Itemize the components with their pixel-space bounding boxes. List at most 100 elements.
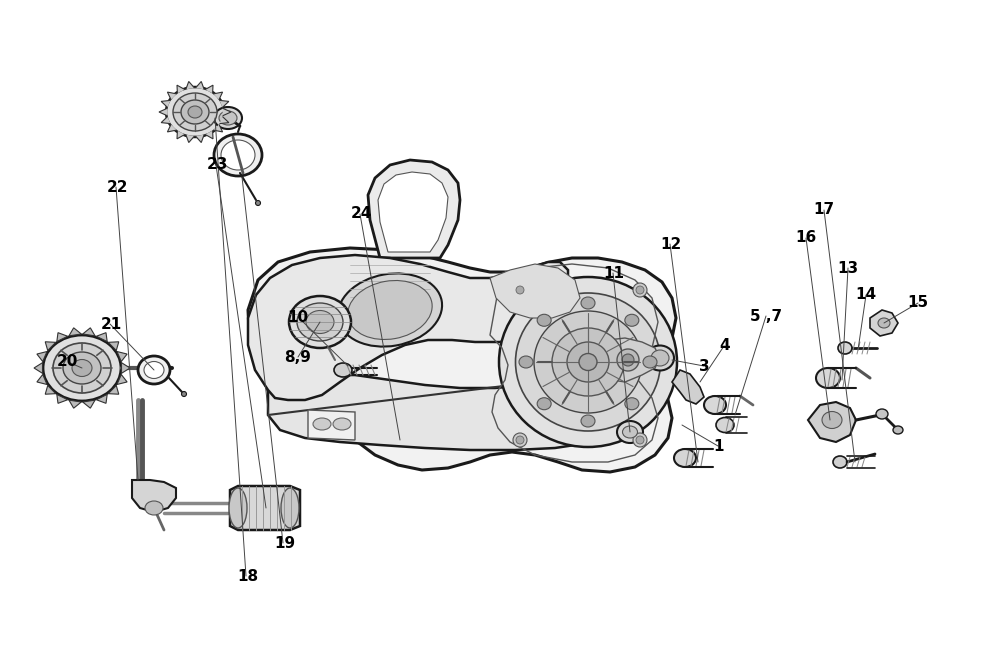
- Text: 19: 19: [273, 536, 295, 550]
- Ellipse shape: [516, 436, 524, 444]
- Ellipse shape: [519, 356, 533, 368]
- Ellipse shape: [182, 392, 187, 396]
- Ellipse shape: [816, 368, 840, 388]
- Polygon shape: [268, 375, 655, 450]
- Polygon shape: [83, 400, 95, 408]
- Ellipse shape: [643, 356, 657, 368]
- Ellipse shape: [43, 335, 121, 401]
- Ellipse shape: [581, 415, 595, 427]
- Polygon shape: [108, 342, 119, 351]
- Ellipse shape: [214, 134, 262, 176]
- Text: 10: 10: [286, 310, 308, 325]
- Ellipse shape: [833, 456, 847, 468]
- Polygon shape: [45, 386, 56, 394]
- Ellipse shape: [513, 283, 527, 297]
- Polygon shape: [37, 351, 47, 361]
- Text: 20: 20: [57, 355, 79, 369]
- Text: 5 ,7: 5 ,7: [750, 309, 782, 323]
- Ellipse shape: [63, 352, 101, 384]
- Text: 22: 22: [107, 180, 129, 195]
- Ellipse shape: [281, 488, 299, 528]
- Text: 14: 14: [855, 288, 877, 302]
- Ellipse shape: [348, 280, 432, 339]
- Polygon shape: [108, 386, 119, 394]
- Ellipse shape: [622, 354, 634, 366]
- Ellipse shape: [188, 106, 202, 118]
- Ellipse shape: [876, 409, 888, 419]
- Polygon shape: [214, 124, 223, 132]
- Polygon shape: [205, 85, 213, 94]
- Polygon shape: [132, 480, 176, 512]
- Ellipse shape: [53, 343, 111, 393]
- Ellipse shape: [334, 363, 352, 377]
- Ellipse shape: [145, 501, 163, 515]
- Ellipse shape: [333, 418, 351, 430]
- Ellipse shape: [221, 140, 255, 170]
- Ellipse shape: [537, 314, 551, 326]
- Polygon shape: [168, 92, 177, 100]
- Polygon shape: [117, 374, 127, 384]
- Polygon shape: [368, 160, 460, 258]
- Polygon shape: [248, 248, 676, 472]
- Polygon shape: [870, 310, 898, 336]
- Polygon shape: [177, 131, 185, 139]
- Ellipse shape: [181, 100, 209, 124]
- Polygon shape: [83, 328, 95, 336]
- Ellipse shape: [567, 342, 609, 382]
- Ellipse shape: [313, 418, 331, 430]
- Polygon shape: [205, 131, 213, 139]
- Ellipse shape: [516, 293, 661, 431]
- Polygon shape: [57, 333, 68, 341]
- Ellipse shape: [716, 418, 734, 432]
- Text: 18: 18: [237, 569, 258, 584]
- Polygon shape: [45, 342, 56, 351]
- Ellipse shape: [552, 328, 624, 396]
- Polygon shape: [220, 100, 229, 108]
- Ellipse shape: [893, 426, 903, 434]
- Polygon shape: [122, 363, 130, 373]
- Ellipse shape: [306, 311, 334, 333]
- Polygon shape: [168, 124, 177, 132]
- Text: 24: 24: [350, 207, 372, 221]
- Text: 12: 12: [660, 237, 682, 252]
- Polygon shape: [161, 100, 171, 108]
- Ellipse shape: [297, 303, 343, 341]
- Polygon shape: [220, 117, 229, 124]
- Polygon shape: [308, 410, 355, 440]
- Ellipse shape: [138, 356, 170, 384]
- Ellipse shape: [513, 433, 527, 447]
- Polygon shape: [230, 486, 300, 530]
- Ellipse shape: [623, 426, 638, 438]
- Polygon shape: [161, 117, 171, 124]
- Ellipse shape: [878, 318, 890, 328]
- Text: 8,9: 8,9: [284, 350, 310, 365]
- Text: 13: 13: [837, 261, 859, 276]
- Polygon shape: [97, 394, 107, 403]
- Ellipse shape: [516, 286, 524, 294]
- Polygon shape: [117, 351, 127, 361]
- Polygon shape: [196, 82, 205, 89]
- Text: 1: 1: [714, 439, 724, 454]
- Polygon shape: [223, 108, 231, 116]
- Polygon shape: [186, 82, 195, 89]
- Polygon shape: [37, 374, 47, 384]
- Polygon shape: [214, 92, 223, 100]
- Polygon shape: [69, 328, 81, 336]
- Ellipse shape: [617, 421, 643, 443]
- Text: 16: 16: [795, 230, 817, 245]
- Polygon shape: [808, 402, 856, 442]
- Polygon shape: [490, 264, 580, 318]
- Ellipse shape: [219, 111, 237, 125]
- Polygon shape: [186, 135, 195, 143]
- Ellipse shape: [289, 296, 351, 348]
- Ellipse shape: [579, 353, 597, 371]
- Ellipse shape: [633, 283, 647, 297]
- Ellipse shape: [838, 342, 852, 354]
- Polygon shape: [177, 85, 185, 94]
- Ellipse shape: [581, 297, 595, 309]
- Ellipse shape: [537, 398, 551, 410]
- Ellipse shape: [338, 274, 442, 347]
- Text: 17: 17: [813, 203, 835, 217]
- Text: 23: 23: [207, 157, 229, 172]
- Ellipse shape: [636, 286, 644, 294]
